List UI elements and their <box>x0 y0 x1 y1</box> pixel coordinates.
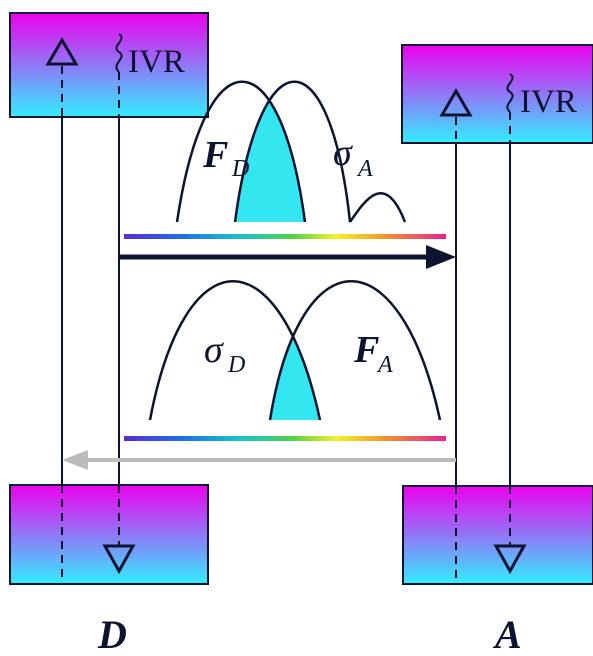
donor-excited-box <box>9 12 209 118</box>
acceptor-excited-box <box>401 44 593 144</box>
dashed-lines <box>61 66 511 584</box>
donor-emission-label: F <box>202 134 228 176</box>
rainbow-bar-upper <box>124 234 446 239</box>
wavy-arrow-icon <box>115 33 123 73</box>
donor-absorption-subscript: D <box>227 352 245 378</box>
reverse-arrow-head <box>62 450 88 470</box>
acceptor-absorption-tail <box>348 192 407 223</box>
acceptor-ivr-label: IVR <box>520 84 577 120</box>
triangle-down-icon <box>493 544 527 575</box>
donor-emission-subscript: D <box>231 156 249 182</box>
acceptor-absorption-subscript: A <box>356 156 373 182</box>
acceptor-emission-curve <box>268 280 442 421</box>
donor-ground-box <box>9 484 209 585</box>
forward-arrow-head <box>426 245 456 269</box>
lower-spectra <box>148 280 442 421</box>
level-lines <box>61 117 511 486</box>
triangle-down-icon <box>102 544 136 575</box>
triangle-up-icon <box>45 37 79 66</box>
acceptor-emission-label: F <box>353 329 379 371</box>
triangle-up-icon <box>439 88 473 117</box>
acceptor-label: A <box>492 612 522 656</box>
acceptor-absorption-curve <box>233 80 352 223</box>
donor-absorption-curve <box>148 280 322 421</box>
acceptor-ground-box <box>402 485 593 585</box>
wavy-arrow-icon <box>506 73 514 113</box>
donor-absorption-label: σ <box>204 329 224 371</box>
rainbow-bar-lower <box>124 436 446 441</box>
donor-ivr-label: IVR <box>128 44 185 80</box>
donor-emission-curve <box>175 80 307 223</box>
acceptor-emission-subscript: A <box>376 352 393 378</box>
acceptor-absorption-label: σ <box>333 132 353 174</box>
donor-label: D <box>97 612 127 656</box>
